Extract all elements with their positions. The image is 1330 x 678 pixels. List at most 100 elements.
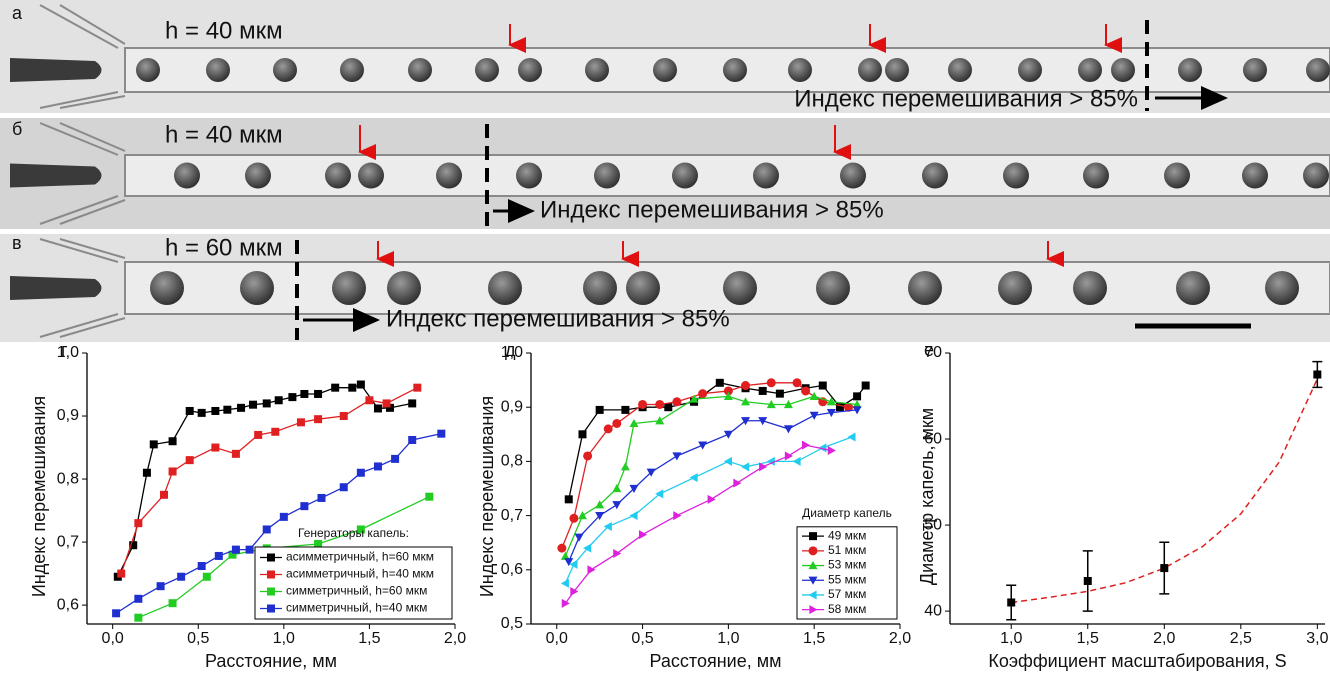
marker bbox=[844, 402, 854, 412]
droplet bbox=[136, 58, 160, 82]
marker bbox=[245, 545, 254, 554]
x-axis-label: Коэффициент масштабирования, S bbox=[988, 651, 1286, 671]
nozzle bbox=[10, 58, 102, 82]
marker bbox=[723, 391, 733, 400]
legend-marker bbox=[267, 604, 275, 613]
marker bbox=[766, 456, 775, 466]
marker bbox=[629, 511, 638, 521]
droplet bbox=[922, 162, 948, 189]
y-tick-label: 0,6 bbox=[57, 596, 79, 613]
x-axis-label: Расстояние, мм bbox=[205, 651, 337, 671]
marker bbox=[373, 404, 382, 413]
marker bbox=[134, 519, 143, 528]
droplet bbox=[1003, 162, 1029, 189]
marker bbox=[783, 399, 793, 409]
droplet bbox=[174, 162, 200, 189]
droplet bbox=[1176, 271, 1210, 305]
legend-label: 57 мкм bbox=[828, 587, 866, 601]
droplet bbox=[387, 271, 421, 305]
droplet bbox=[1178, 58, 1202, 82]
marker bbox=[827, 446, 836, 456]
legend-marker bbox=[809, 532, 817, 541]
marker bbox=[861, 381, 870, 390]
droplet bbox=[788, 58, 812, 82]
droplet bbox=[240, 271, 274, 305]
marker bbox=[673, 511, 682, 521]
droplet bbox=[1265, 271, 1299, 305]
marker bbox=[382, 399, 391, 408]
marker bbox=[300, 389, 309, 398]
marker bbox=[595, 512, 605, 521]
marker bbox=[202, 572, 211, 581]
marker bbox=[826, 397, 836, 406]
marker bbox=[612, 501, 622, 510]
droplet bbox=[885, 58, 909, 82]
droplet bbox=[908, 271, 942, 305]
marker bbox=[733, 478, 742, 488]
marker bbox=[223, 405, 232, 414]
marker bbox=[373, 462, 382, 471]
droplet bbox=[340, 58, 364, 82]
x-tick-label: 0,0 bbox=[546, 630, 568, 647]
y-axis-label: Индекс перемешивания bbox=[29, 396, 49, 597]
series-line bbox=[564, 444, 832, 604]
marker bbox=[142, 468, 151, 477]
panel-label: б bbox=[12, 119, 22, 139]
marker bbox=[802, 440, 811, 450]
marker bbox=[741, 397, 751, 406]
marker bbox=[185, 456, 194, 465]
marker bbox=[603, 521, 612, 531]
legend-label: симметричный, h=60 мкм bbox=[286, 584, 427, 598]
marker bbox=[185, 406, 194, 415]
droplet bbox=[475, 58, 499, 82]
marker bbox=[1313, 370, 1322, 379]
marker bbox=[569, 513, 579, 523]
marker bbox=[117, 569, 126, 578]
marker bbox=[595, 500, 605, 509]
nozzle bbox=[10, 276, 102, 300]
marker bbox=[766, 378, 776, 388]
height-label: h = 40 мкм bbox=[165, 121, 283, 148]
legend-marker bbox=[808, 590, 817, 600]
droplet bbox=[332, 271, 366, 305]
marker bbox=[587, 565, 596, 575]
droplet bbox=[408, 58, 432, 82]
y-tick-label: 1,0 bbox=[501, 344, 523, 361]
y-tick-label: 0,8 bbox=[501, 453, 523, 470]
marker bbox=[437, 429, 446, 438]
micrographs bbox=[0, 0, 1330, 342]
droplet bbox=[1306, 58, 1330, 82]
marker bbox=[847, 432, 856, 442]
droplet bbox=[816, 271, 850, 305]
marker bbox=[741, 381, 751, 391]
legend-marker bbox=[808, 576, 818, 585]
marker bbox=[853, 392, 862, 401]
height-label: h = 60 мкм bbox=[165, 234, 283, 261]
legend-label: 58 мкм bbox=[828, 602, 866, 616]
droplet bbox=[1078, 58, 1102, 82]
droplet bbox=[436, 162, 462, 189]
y-tick-label: 0,9 bbox=[57, 407, 79, 424]
y-tick-label: 70 bbox=[924, 344, 942, 361]
y-tick-label: 1,0 bbox=[57, 344, 79, 361]
droplet bbox=[325, 162, 351, 189]
marker bbox=[801, 386, 811, 396]
droplet bbox=[1073, 271, 1107, 305]
x-tick-label: 2,5 bbox=[1230, 630, 1252, 647]
legend-label: 53 мкм bbox=[828, 558, 866, 572]
marker bbox=[211, 443, 220, 452]
marker bbox=[149, 440, 158, 449]
marker bbox=[759, 462, 768, 472]
y-axis-label: Диаметр капель, мкм bbox=[917, 408, 937, 585]
marker bbox=[564, 558, 574, 567]
legend-marker bbox=[267, 587, 275, 596]
marker bbox=[112, 609, 121, 618]
marker bbox=[655, 416, 665, 425]
x-tick-label: 2,0 bbox=[444, 630, 466, 647]
marker bbox=[271, 427, 280, 436]
marker bbox=[715, 378, 724, 387]
marker bbox=[775, 389, 784, 398]
legend-marker bbox=[809, 605, 818, 615]
droplet bbox=[1164, 162, 1190, 189]
